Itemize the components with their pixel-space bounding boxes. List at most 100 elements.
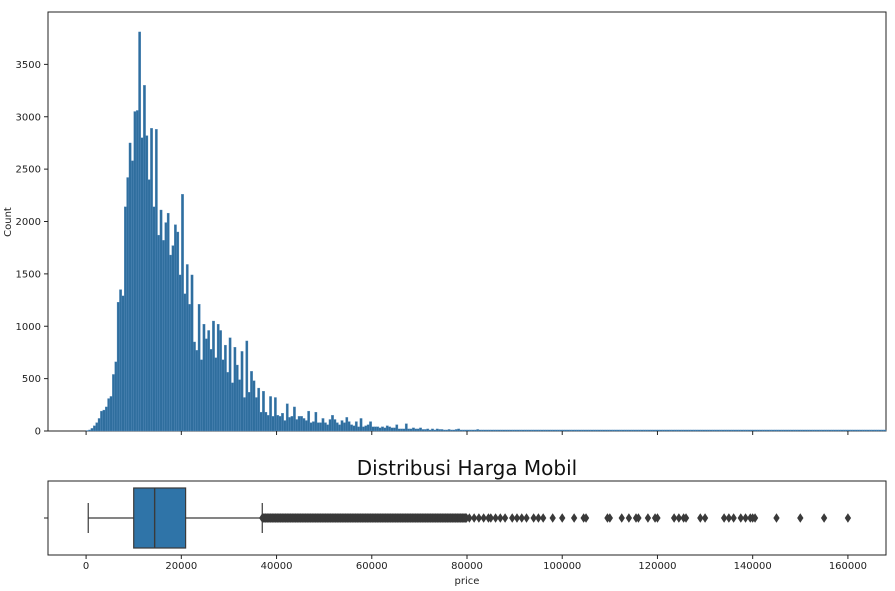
histogram-bars xyxy=(85,31,887,432)
histogram-bar xyxy=(376,426,380,432)
outlier-point xyxy=(606,513,614,523)
histogram-bar xyxy=(440,429,444,432)
histogram-bar xyxy=(388,426,391,432)
outlier-point xyxy=(518,513,525,523)
histogram-bar xyxy=(721,429,725,432)
y-tick-label: 500 xyxy=(22,374,41,385)
histogram-bar xyxy=(881,429,884,432)
histogram-bar xyxy=(104,406,108,432)
outlier-point xyxy=(523,513,530,523)
histogram-bar xyxy=(854,429,858,432)
histogram-bar xyxy=(681,429,684,432)
outlier-point xyxy=(644,513,652,523)
histogram-bar xyxy=(214,357,218,432)
histogram-bar xyxy=(316,422,320,432)
histogram-bar xyxy=(581,429,584,432)
histogram-bar xyxy=(797,429,801,432)
histogram-bar xyxy=(857,429,860,432)
histogram-bar xyxy=(562,429,565,432)
histogram-bar xyxy=(324,422,327,432)
histogram-bar xyxy=(145,135,149,432)
histogram-bar xyxy=(533,429,537,432)
histogram-bar xyxy=(147,179,151,432)
histogram-bar xyxy=(497,429,501,432)
histogram-bar xyxy=(331,415,334,432)
histogram-bar xyxy=(300,416,303,432)
histogram-bar xyxy=(450,429,453,432)
histogram-bar xyxy=(126,177,130,432)
histogram-bar xyxy=(514,429,518,432)
histogram-bar xyxy=(683,429,687,432)
histogram-bar xyxy=(559,429,563,432)
histogram-bar xyxy=(131,160,134,432)
outlier-point xyxy=(487,513,494,523)
histogram-y-axis-label: Count xyxy=(3,207,14,237)
histogram-bar xyxy=(771,429,775,432)
histogram-bar xyxy=(652,429,656,432)
histogram-bar xyxy=(204,338,208,432)
histogram-bar xyxy=(454,429,458,432)
histogram-bar xyxy=(750,429,753,432)
histogram-bar xyxy=(150,128,153,432)
outlier-point xyxy=(530,513,537,523)
x-tick-label: 40000 xyxy=(261,561,293,572)
histogram-bar xyxy=(523,429,527,432)
histogram-bar xyxy=(431,428,434,432)
histogram-bar xyxy=(700,429,703,432)
histogram-bar xyxy=(788,429,791,432)
histogram-bar xyxy=(776,429,780,432)
histogram-bar xyxy=(433,429,437,432)
histogram-bar xyxy=(373,426,377,432)
outlier-point xyxy=(582,513,590,523)
histogram-bar xyxy=(783,429,787,432)
histogram-bar xyxy=(247,392,251,432)
outlier-point xyxy=(730,513,737,523)
histogram-bar xyxy=(802,429,806,432)
histogram-bar xyxy=(152,206,156,432)
histogram-bar xyxy=(397,428,401,432)
histogram-bar xyxy=(121,295,125,432)
histogram-bar xyxy=(412,427,415,432)
y-tick-label: 3500 xyxy=(16,60,41,71)
outlier-point xyxy=(480,513,487,523)
histogram-bar xyxy=(421,429,425,432)
y-tick-label: 2500 xyxy=(16,165,41,176)
boxplot-box xyxy=(87,487,263,549)
outlier-point xyxy=(497,513,504,523)
histogram-bar xyxy=(628,429,632,432)
histogram-bar xyxy=(640,429,644,432)
histogram-bar xyxy=(745,429,749,432)
histogram-bar xyxy=(635,429,639,432)
histogram-bar xyxy=(604,429,608,432)
histogram-bar xyxy=(754,429,758,432)
outlier-point xyxy=(549,513,556,523)
histogram-bar xyxy=(821,429,825,432)
histogram-bar xyxy=(347,421,351,432)
histogram-bar xyxy=(383,427,387,432)
histogram-bar xyxy=(823,429,827,432)
boxplot-panel: Distribusi Harga Mobil 0 20000 40000 60000 8… xyxy=(44,456,887,587)
histogram-bar xyxy=(647,429,651,432)
histogram-bar xyxy=(833,429,837,432)
histogram-bar xyxy=(728,429,732,432)
histogram-bar xyxy=(723,429,727,432)
histogram-bar xyxy=(859,429,863,432)
histogram-bar xyxy=(335,422,339,432)
histogram-bar xyxy=(785,429,789,432)
histogram-bar xyxy=(526,429,530,432)
histogram-bar xyxy=(840,429,844,432)
histogram-bar xyxy=(621,429,625,432)
histogram-bar xyxy=(354,421,358,432)
outlier-point xyxy=(570,513,578,523)
outlier-point xyxy=(470,513,478,523)
histogram-bar xyxy=(626,429,630,432)
histogram-bar xyxy=(495,429,499,432)
x-tick-label: 160000 xyxy=(829,561,867,572)
outlier-point xyxy=(559,513,566,523)
histogram-bar xyxy=(416,428,420,432)
histogram-bar xyxy=(466,429,470,432)
histogram-y-ticks: 0 500 1000 1500 2000 2500 3000 3500 xyxy=(16,60,48,438)
histogram-bar xyxy=(633,429,637,432)
histogram-bar xyxy=(819,429,822,432)
